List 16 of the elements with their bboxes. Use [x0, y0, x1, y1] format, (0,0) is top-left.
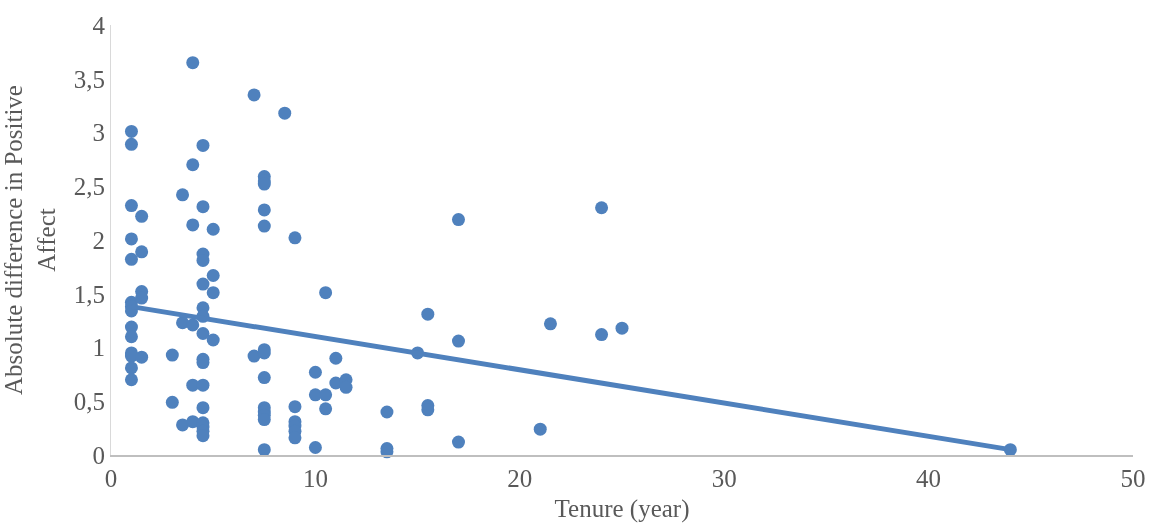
- y-axis-title: Absolute difference in Positive Affect: [0, 85, 60, 395]
- x-tick-label: 20: [507, 465, 533, 492]
- y-tick-label: 3: [92, 119, 105, 147]
- y-tick-label: 2: [92, 226, 105, 254]
- y-tick-label: 0: [92, 441, 105, 469]
- y-tick-label: 3,5: [73, 65, 105, 93]
- x-axis-title: Tenure (year): [554, 494, 690, 523]
- y-tick-label: 1: [92, 334, 105, 362]
- x-tick-label: 30: [711, 465, 737, 492]
- y-tick-label: 1,5: [73, 280, 105, 308]
- y-tick-label: 4: [92, 11, 106, 39]
- x-tick-label: 40: [916, 465, 942, 492]
- x-tick-label: 50: [1120, 465, 1146, 492]
- y-tick-label: 2,5: [73, 173, 105, 200]
- x-tick-label: 10: [302, 465, 328, 492]
- y-tick-label: 0,5: [73, 388, 105, 415]
